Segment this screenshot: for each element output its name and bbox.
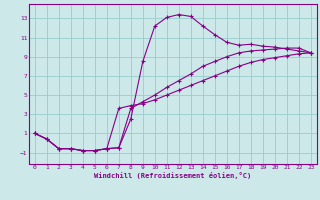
X-axis label: Windchill (Refroidissement éolien,°C): Windchill (Refroidissement éolien,°C) [94, 172, 252, 179]
